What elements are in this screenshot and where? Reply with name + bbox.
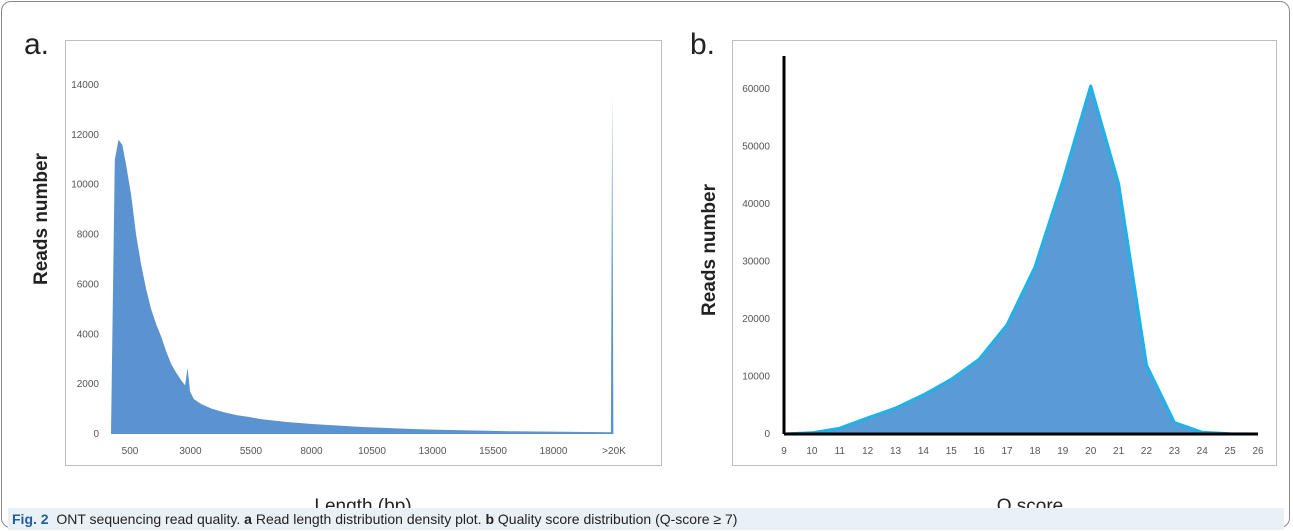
chart-b-ytick-label: 30000 (742, 256, 770, 267)
chart-b-ytick-label: 40000 (742, 199, 770, 210)
chart-a-ytick-label: 0 (93, 429, 99, 440)
chart-b-xtick-label: 25 (1225, 446, 1237, 457)
chart-a-xtick-label: 18000 (540, 446, 568, 457)
caption-fig-label: Fig. 2 (12, 511, 49, 527)
chart-b-xtick-label: 23 (1169, 446, 1181, 457)
chart-b-xtick-label: 19 (1057, 446, 1069, 457)
chart-a-xtick-label: 500 (122, 446, 139, 457)
chart-b-xtick-label: 13 (890, 446, 902, 457)
chart-b-ytick-label: 50000 (742, 141, 770, 152)
chart-b-series-line (783, 84, 1259, 436)
chart-a-ytick-label: 12000 (71, 130, 99, 141)
chart-b-xtick-label: 14 (918, 446, 930, 457)
chart-a-xtick-label: 15500 (479, 446, 507, 457)
chart-b-xtick-label: 10 (806, 446, 818, 457)
chart-a-ytick-label: 2000 (77, 379, 100, 390)
chart-a-ytick-label: 8000 (77, 230, 100, 241)
chart-b-xtick-label: 12 (862, 446, 874, 457)
chart-b-xtick-label: 11 (835, 446, 846, 457)
caption-title: ONT sequencing read quality. (56, 511, 241, 527)
chart-b-xtick-label: 15 (946, 446, 958, 457)
chart-a-ytick-label: 6000 (77, 279, 100, 290)
chart-b-ytick-label: 20000 (742, 314, 770, 325)
caption-b-letter: b (485, 511, 494, 527)
chart-b-xtick-label: 22 (1141, 446, 1153, 457)
chart-b-xtick-label: 16 (974, 446, 986, 457)
chart-a-density-area (111, 95, 615, 434)
chart-a-xtick-label: >20K (602, 446, 626, 457)
chart-a-xtick-label: 10500 (358, 446, 386, 457)
chart-a-xtick-label: 3000 (179, 446, 202, 457)
chart-b-xtick-label: 26 (1252, 446, 1264, 457)
caption-a-text: Read length distribution density plot. (255, 511, 482, 527)
chart-b-ytick-label: 10000 (742, 371, 770, 382)
chart-b-xtick-label: 21 (1113, 446, 1125, 457)
chart-a-ytick-label: 10000 (71, 180, 99, 191)
chart-b-xtick-label: 18 (1029, 446, 1041, 457)
chart-b-xtick-label: 24 (1197, 446, 1209, 457)
chart-a-ytick-label: 14000 (71, 80, 99, 91)
chart-a-xtick-label: 8000 (300, 446, 323, 457)
figure-caption: Fig. 2 ONT sequencing read quality. a Re… (8, 508, 1284, 530)
panel-a-letter: a. (24, 28, 50, 61)
chart-a-xtick-label: 5500 (240, 446, 263, 457)
chart-b-xtick-label: 17 (1001, 446, 1013, 457)
chart-a-xtick-label: 13000 (419, 446, 447, 457)
chart-a-ytick-label: 4000 (77, 329, 100, 340)
caption-a-letter: a (244, 511, 252, 527)
chart-b-ytick-label: 0 (764, 429, 770, 440)
caption-b-text: Quality score distribution (Q-score ≥ 7) (497, 511, 738, 527)
chart-b-area (784, 85, 1258, 435)
chart-b-xtick-label: 9 (781, 446, 787, 457)
panel-b-letter: b. (690, 28, 716, 61)
chart-b-xtick-label: 20 (1085, 446, 1097, 457)
chart-b-ytick-label: 60000 (742, 84, 770, 95)
